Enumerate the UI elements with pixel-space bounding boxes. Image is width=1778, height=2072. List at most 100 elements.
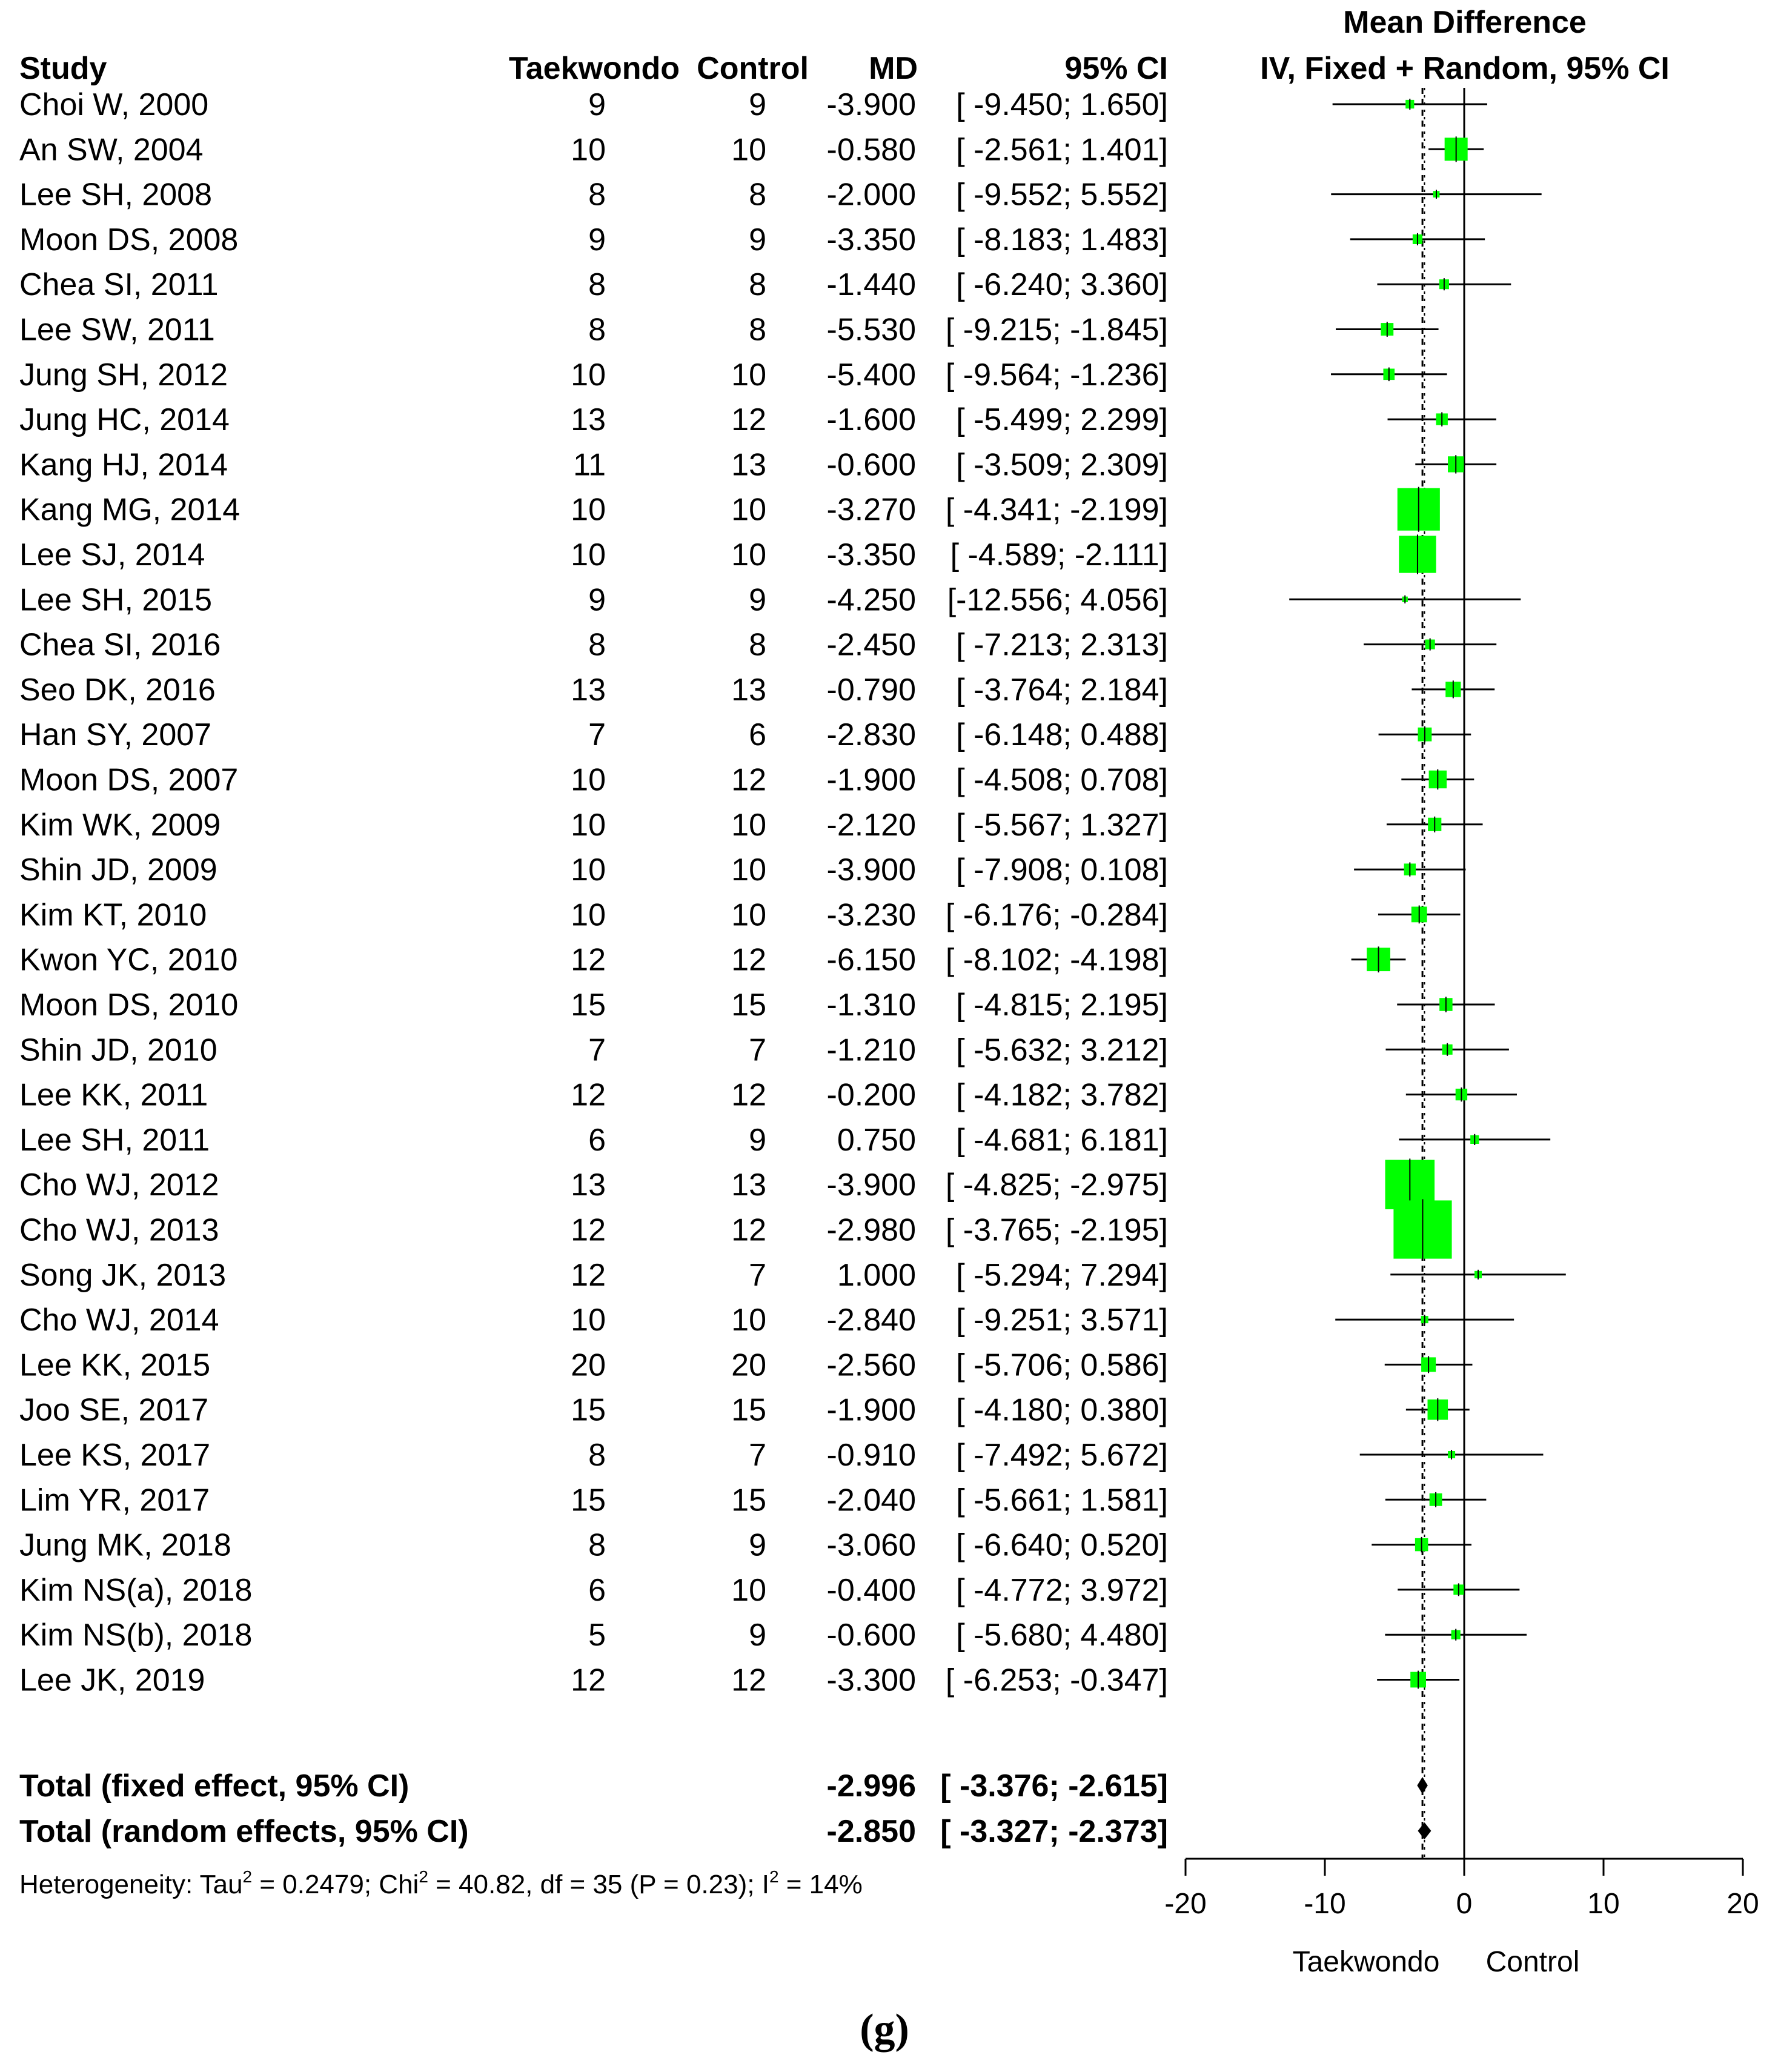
- ci-value: [ -4.180; 0.380]: [956, 1393, 1168, 1428]
- total-ci-value: [ -3.327; -2.373]: [940, 1814, 1168, 1849]
- ci-value: [ -6.240; 3.360]: [956, 267, 1168, 302]
- control-n: 8: [749, 313, 766, 348]
- pooled-diamond: [1418, 1822, 1431, 1839]
- total-row: Total (fixed effect, 95% CI) -2.996 [ -3.3…: [19, 1768, 1168, 1804]
- study-mark: [1336, 322, 1439, 337]
- study-label: Jung SH, 2012: [19, 357, 228, 393]
- md-value: -0.600: [827, 447, 916, 482]
- study-row: Lee SH, 2011 6 9 0.750 [ -4.681; 6.181]: [19, 1123, 1168, 1158]
- treatment-n: 10: [571, 808, 606, 843]
- ci-value: [ -7.213; 2.313]: [956, 628, 1168, 663]
- study-mark: [1378, 905, 1461, 924]
- study-mark: [1397, 486, 1440, 532]
- control-n: 9: [749, 582, 766, 617]
- control-n: 10: [731, 357, 766, 393]
- ci-value: [ -4.825; -2.975]: [946, 1167, 1168, 1203]
- study-label: Choi W, 2000: [19, 87, 208, 122]
- study-mark: [1354, 862, 1466, 877]
- study-mark: [1411, 680, 1495, 699]
- treatment-n: 9: [588, 222, 606, 257]
- treatment-n: 11: [573, 447, 606, 482]
- ci-value: [ -5.567; 1.327]: [956, 808, 1168, 843]
- md-value: -2.560: [827, 1347, 916, 1383]
- study-label: Lee KS, 2017: [19, 1438, 210, 1473]
- study-label: Kang HJ, 2014: [19, 447, 228, 482]
- control-n: 10: [731, 808, 766, 843]
- control-n: 10: [731, 897, 766, 932]
- study-mark: [1401, 769, 1474, 790]
- ci-value: [ -4.589; -2.111]: [950, 537, 1168, 573]
- md-value: -0.400: [827, 1573, 916, 1608]
- treatment-n: 10: [571, 493, 606, 528]
- study-row: Lim YR, 2017 15 15 -2.040 [ -5.661; 1.581]: [19, 1483, 1168, 1518]
- control-n: 7: [749, 1438, 766, 1473]
- ci-value: [ -4.182; 3.782]: [956, 1078, 1168, 1113]
- control-n: 15: [731, 1393, 766, 1428]
- treatment-n: 10: [571, 132, 606, 167]
- ci-value: [ -7.908; 0.108]: [956, 852, 1168, 888]
- ci-value: [ -5.661; 1.581]: [956, 1483, 1168, 1518]
- ci-value: [ -5.294; 7.294]: [956, 1258, 1168, 1293]
- x-tick-label: -10: [1304, 1888, 1345, 1920]
- study-mark: [1405, 1398, 1470, 1421]
- column-header-md: MD: [869, 51, 918, 86]
- md-value: -4.250: [827, 582, 916, 617]
- study-mark: [1399, 534, 1436, 574]
- study-row: Cho WJ, 2012 13 13 -3.900 [ -4.825; -2.975]: [19, 1167, 1168, 1203]
- md-value: -0.600: [827, 1618, 916, 1653]
- control-n: 12: [731, 1078, 766, 1113]
- md-value: 1.000: [837, 1258, 916, 1293]
- md-value: -1.900: [827, 1393, 916, 1428]
- column-header-control: Control: [697, 51, 809, 86]
- study-row: Kim KT, 2010 10 10 -3.230 [ -6.176; -0.284]: [19, 897, 1168, 932]
- treatment-n: 9: [588, 87, 606, 122]
- study-label: Shin JD, 2010: [19, 1032, 217, 1068]
- control-n: 12: [731, 402, 766, 437]
- study-row: Kang MG, 2014 10 10 -3.270 [ -4.341; -2.199]: [19, 493, 1168, 528]
- total-label: Total (random effects, 95% CI): [19, 1814, 469, 1849]
- study-label: Lee SJ, 2014: [19, 537, 205, 573]
- md-value: -5.530: [827, 313, 916, 348]
- control-n: 9: [749, 222, 766, 257]
- treatment-n: 10: [571, 357, 606, 393]
- study-mark: [1387, 412, 1496, 427]
- md-value: -2.450: [827, 628, 916, 663]
- study-mark: [1335, 1315, 1514, 1325]
- control-n: 8: [749, 628, 766, 663]
- x-tick-label: 20: [1727, 1888, 1759, 1920]
- control-n: 8: [749, 267, 766, 302]
- ci-value: [ -9.564; -1.236]: [946, 357, 1168, 393]
- study-mark: [1289, 595, 1521, 603]
- treatment-n: 12: [571, 1078, 606, 1113]
- study-mark: [1331, 367, 1447, 382]
- ci-value: [ -5.632; 3.212]: [956, 1032, 1168, 1068]
- treatment-n: 6: [588, 1573, 606, 1608]
- study-label: Lee SW, 2011: [19, 313, 215, 348]
- study-row: Moon DS, 2010 15 15 -1.310 [ -4.815; 2.195]: [19, 988, 1168, 1023]
- ci-value: [ -7.492; 5.672]: [956, 1438, 1168, 1473]
- total-label: Total (fixed effect, 95% CI): [19, 1768, 409, 1804]
- md-value: -1.310: [827, 988, 916, 1023]
- md-value: -3.270: [827, 493, 916, 528]
- treatment-n: 10: [571, 852, 606, 888]
- control-n: 10: [731, 1303, 766, 1338]
- md-value: -1.440: [827, 267, 916, 302]
- figure-caption: (g): [860, 2006, 909, 2053]
- treatment-n: 9: [588, 582, 606, 617]
- study-label: Moon DS, 2007: [19, 763, 238, 798]
- study-mark: [1372, 1536, 1471, 1553]
- favours-left-label: Taekwondo: [1293, 1946, 1440, 1978]
- study-label: Moon DS, 2008: [19, 222, 238, 257]
- treatment-n: 8: [588, 178, 606, 213]
- study-mark: [1377, 278, 1511, 291]
- treatment-n: 13: [571, 672, 606, 708]
- control-n: 8: [749, 178, 766, 213]
- study-row: Chea SI, 2011 8 8 -1.440 [ -6.240; 3.360]: [19, 267, 1168, 302]
- study-row: Han SY, 2007 7 6 -2.830 [ -6.148; 0.488]: [19, 717, 1168, 752]
- study-label: Kim NS(a), 2018: [19, 1573, 252, 1608]
- md-value: -2.840: [827, 1303, 916, 1338]
- study-rows: Choi W, 2000 9 9 -3.900 [ -9.450; 1.650] An S…: [19, 87, 1168, 1698]
- study-label: Lee KK, 2015: [19, 1347, 210, 1383]
- control-n: 7: [749, 1258, 766, 1293]
- treatment-n: 15: [571, 988, 606, 1023]
